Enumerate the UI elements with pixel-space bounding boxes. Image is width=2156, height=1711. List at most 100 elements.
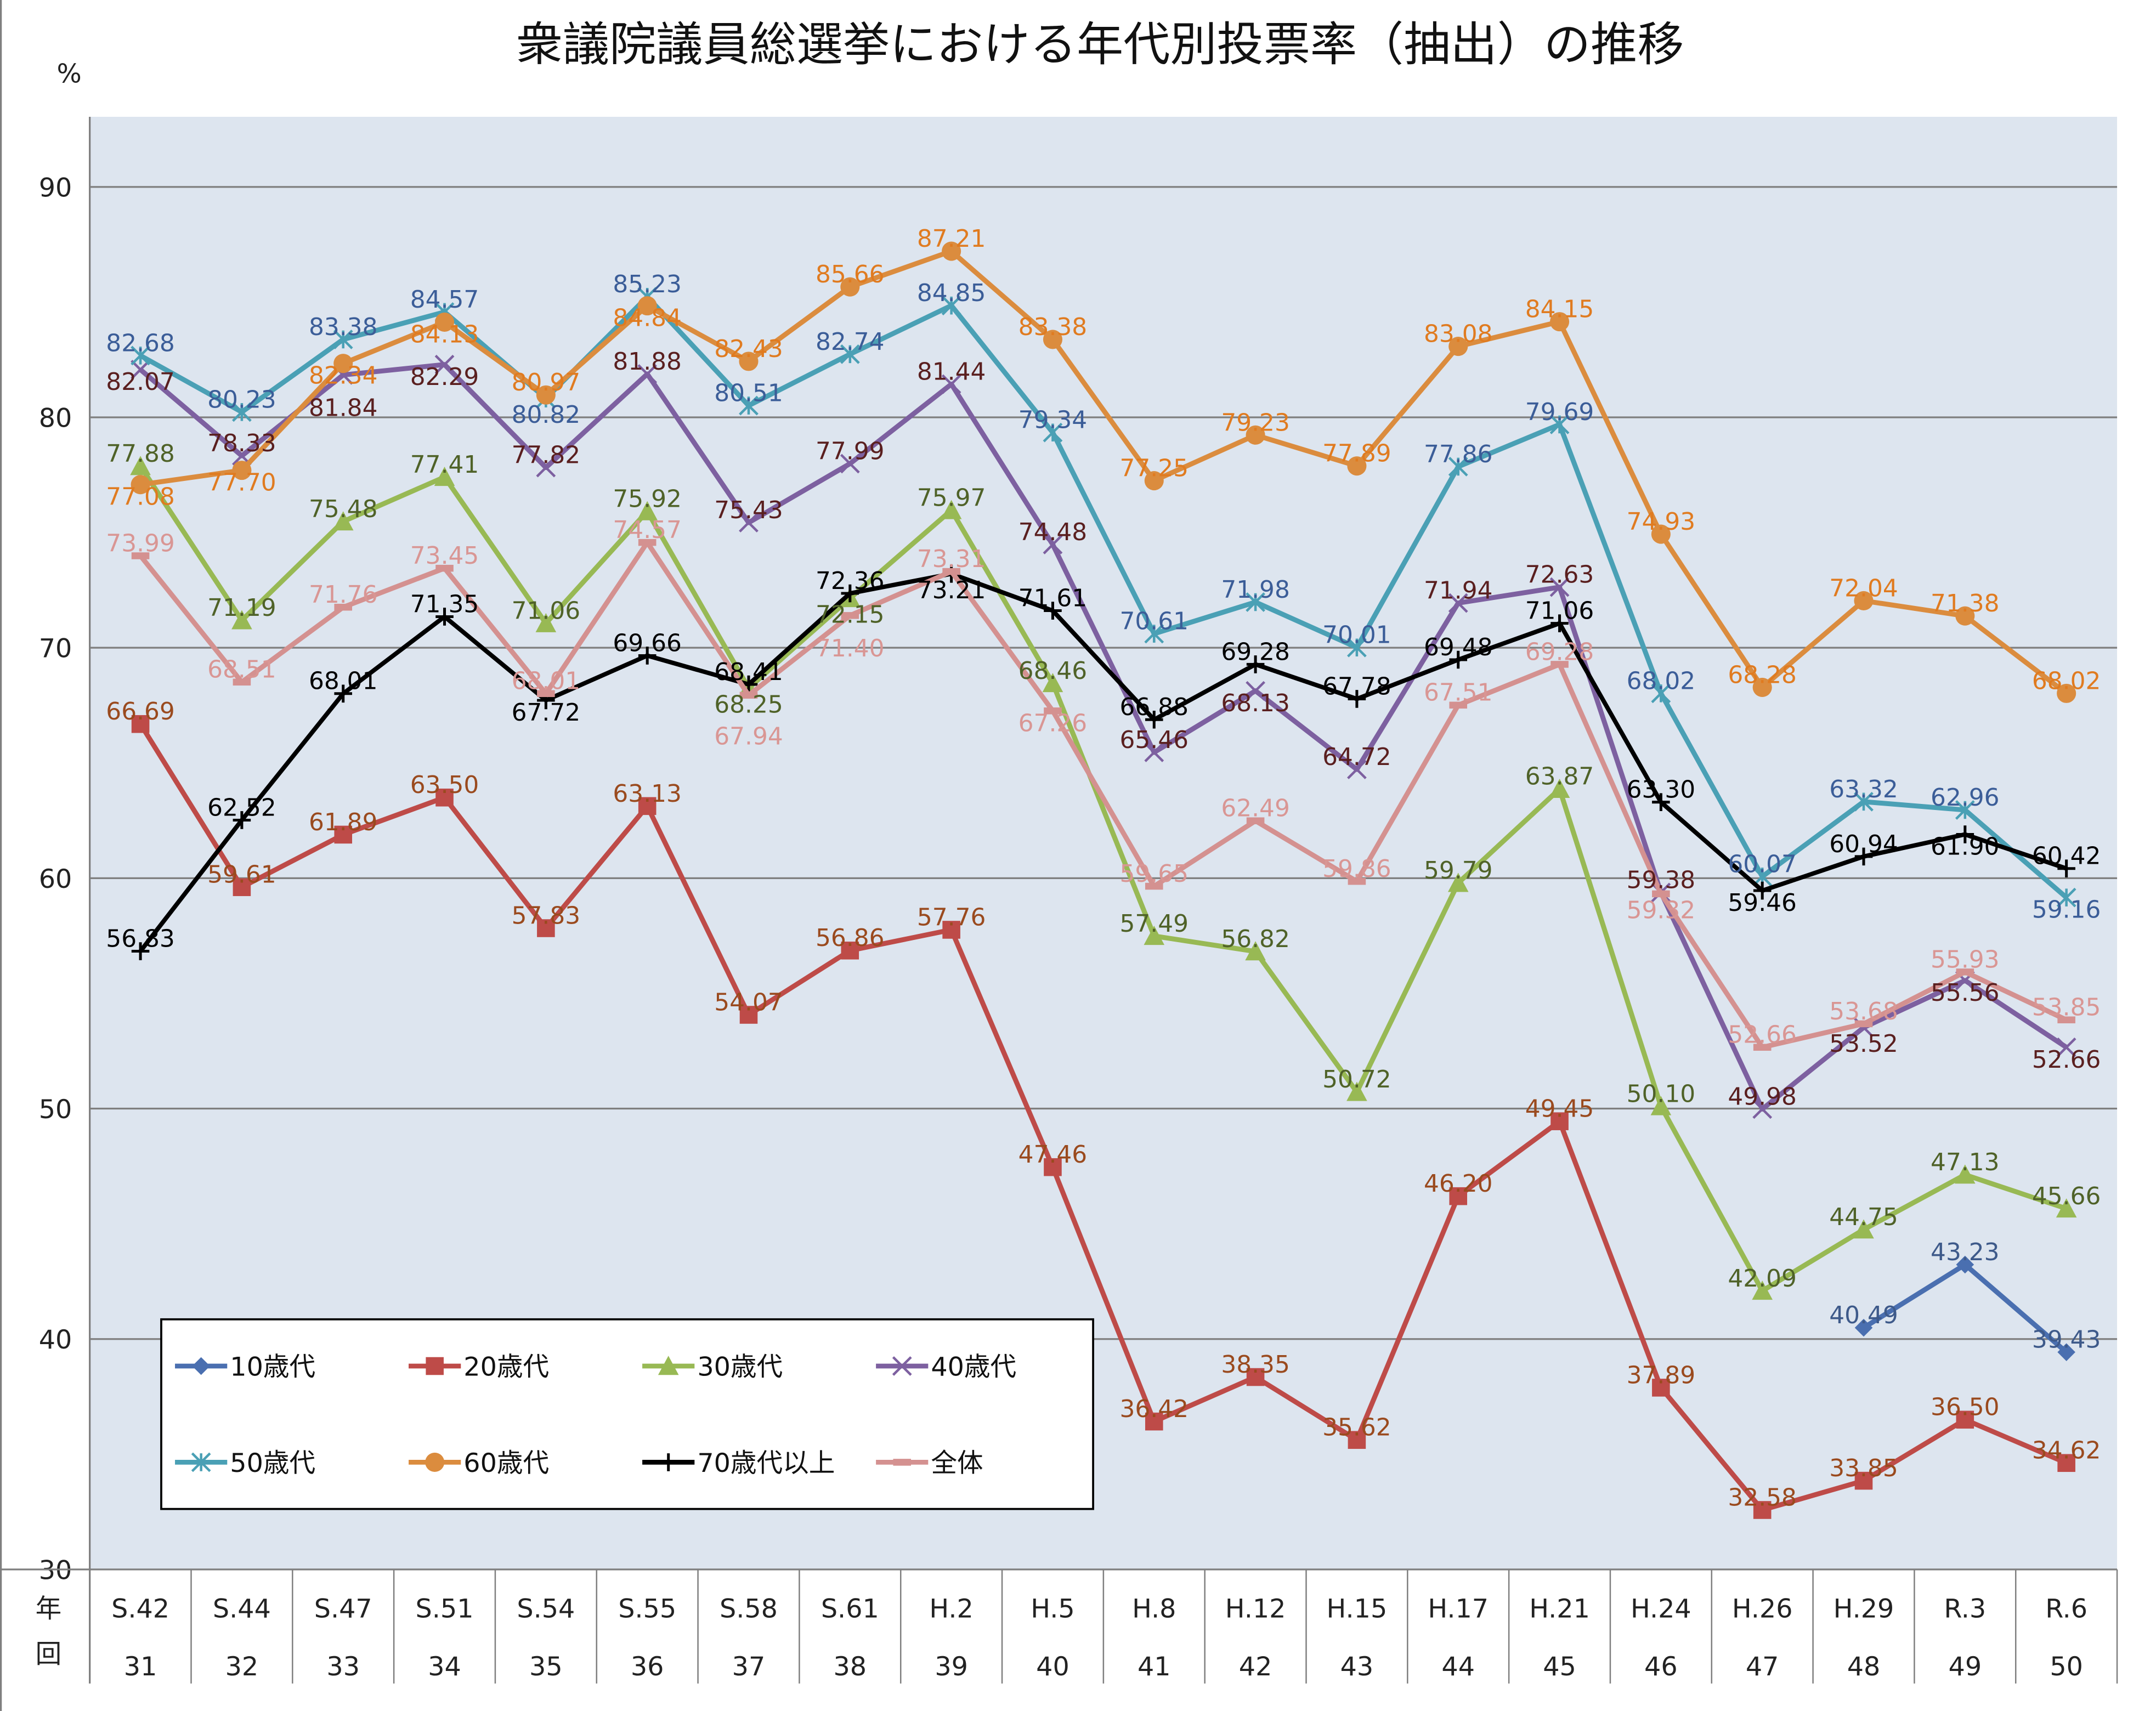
x-tick-label-session: 46 [1644, 1652, 1678, 1682]
data-point-marker [840, 454, 860, 474]
data-point-marker [1347, 760, 1367, 779]
y-tick-label: 40 [39, 1325, 72, 1355]
data-point-marker [1043, 535, 1063, 554]
legend-label: 20歳代 [463, 1352, 549, 1383]
data-point-marker [841, 584, 859, 603]
data-point-marker [1956, 825, 1974, 843]
legend-label: 全体 [931, 1448, 983, 1478]
data-label: 60.07 [1728, 850, 1797, 878]
series-line [138, 722, 2068, 1512]
data-label: 56.86 [816, 924, 885, 952]
data-label: 59.46 [1728, 889, 1797, 917]
data-point-marker [332, 511, 354, 531]
data-label: 71.40 [816, 634, 885, 662]
legend-item: 50歳代 [175, 1448, 315, 1478]
y-tick-label: 70 [39, 634, 72, 664]
data-label: 62.52 [207, 794, 276, 821]
data-point-marker [1348, 877, 1366, 885]
data-point-marker [233, 678, 251, 686]
data-point-marker [1449, 650, 1468, 669]
x-tick-label-year: S.42 [111, 1594, 169, 1624]
data-label: 82.43 [714, 335, 783, 363]
x-tick-label-session: 50 [2050, 1652, 2083, 1682]
data-point-marker [1347, 456, 1367, 476]
data-label: 82.29 [410, 363, 479, 391]
data-label: 73.21 [917, 576, 986, 604]
data-label: 82.74 [816, 328, 885, 356]
data-label: 67.26 [1018, 709, 1088, 737]
data-point-marker [1042, 673, 1063, 693]
data-label: 71.19 [207, 594, 276, 622]
x-tick-label-year: S.58 [720, 1594, 778, 1624]
data-label: 59.32 [1627, 896, 1696, 924]
data-label: 33.85 [1829, 1454, 1898, 1482]
y-tick-label: 60 [39, 864, 72, 894]
data-point-marker [2057, 683, 2076, 703]
x-tick-label-session: 43 [1340, 1652, 1374, 1682]
data-point-marker [739, 692, 758, 699]
data-point-marker [941, 500, 962, 519]
data-point-marker [130, 456, 151, 475]
data-point-marker [1145, 882, 1163, 890]
data-point-marker [638, 797, 657, 815]
data-label: 68.41 [714, 658, 783, 686]
data-label: 87.21 [917, 225, 986, 253]
data-point-marker [1246, 655, 1265, 673]
data-point-marker [2056, 887, 2076, 908]
data-point-marker [1346, 1081, 1367, 1101]
data-point-marker [1652, 1379, 1670, 1397]
data-label: 74.48 [1018, 518, 1088, 546]
data-point-marker [1145, 710, 1163, 729]
x-tick-label-year: S.44 [213, 1594, 271, 1624]
data-label: 55.93 [1931, 945, 2000, 973]
legend-label: 40歳代 [931, 1352, 1016, 1383]
data-point-marker [1752, 1281, 1773, 1300]
series-line [138, 464, 2068, 1294]
x-tick-label-session: 48 [1847, 1652, 1881, 1682]
x-tick-label-year: S.54 [517, 1594, 575, 1624]
data-point-marker [1447, 873, 1469, 892]
data-label: 82.07 [106, 368, 175, 396]
data-label: 57.76 [917, 903, 986, 931]
data-point-marker [1044, 602, 1062, 620]
data-point-marker [1853, 1219, 1874, 1239]
data-point-marker [1550, 312, 1570, 332]
data-label: 67.51 [1424, 679, 1493, 707]
data-label: 80.97 [512, 369, 581, 396]
data-label: 43.23 [1931, 1238, 2000, 1266]
data-point-marker [131, 345, 150, 366]
data-point-marker [1753, 881, 1772, 900]
data-point-marker [1448, 457, 1468, 477]
data-label: 40.49 [1829, 1301, 1898, 1329]
data-point-marker [739, 513, 759, 532]
data-label: 49.98 [1728, 1083, 1797, 1111]
x-tick-label-session: 36 [631, 1652, 664, 1682]
data-point-marker [1144, 471, 1164, 491]
x-tick-label-year: S.55 [618, 1594, 676, 1624]
legend-item: 40歳代 [876, 1352, 1016, 1383]
legend-label: 30歳代 [697, 1352, 783, 1383]
series-line [139, 294, 2068, 900]
data-point-marker [334, 825, 353, 844]
data-point-marker [1449, 701, 1468, 709]
series-40歳代 [131, 354, 2076, 1119]
data-label: 70.61 [1120, 607, 1189, 635]
legend-label: 50歳代 [230, 1448, 315, 1478]
data-point-marker [638, 647, 657, 665]
data-label: 72.04 [1829, 574, 1898, 602]
data-label: 84.13 [410, 321, 479, 349]
data-point-marker [941, 374, 961, 394]
data-point-marker [435, 564, 454, 572]
data-label: 78.33 [207, 429, 276, 457]
data-point-marker [942, 568, 960, 575]
data-label: 54.07 [714, 988, 783, 1016]
x-tick-label-year: R.3 [1944, 1594, 1986, 1624]
data-label: 80.51 [714, 379, 783, 407]
legend-marker [658, 1356, 679, 1375]
data-label: 71.06 [512, 597, 581, 625]
legend-marker [425, 1452, 445, 1472]
data-label: 85.23 [613, 270, 682, 298]
data-point-marker [1246, 592, 1265, 612]
x-tick-label-year: R.6 [2045, 1594, 2087, 1624]
